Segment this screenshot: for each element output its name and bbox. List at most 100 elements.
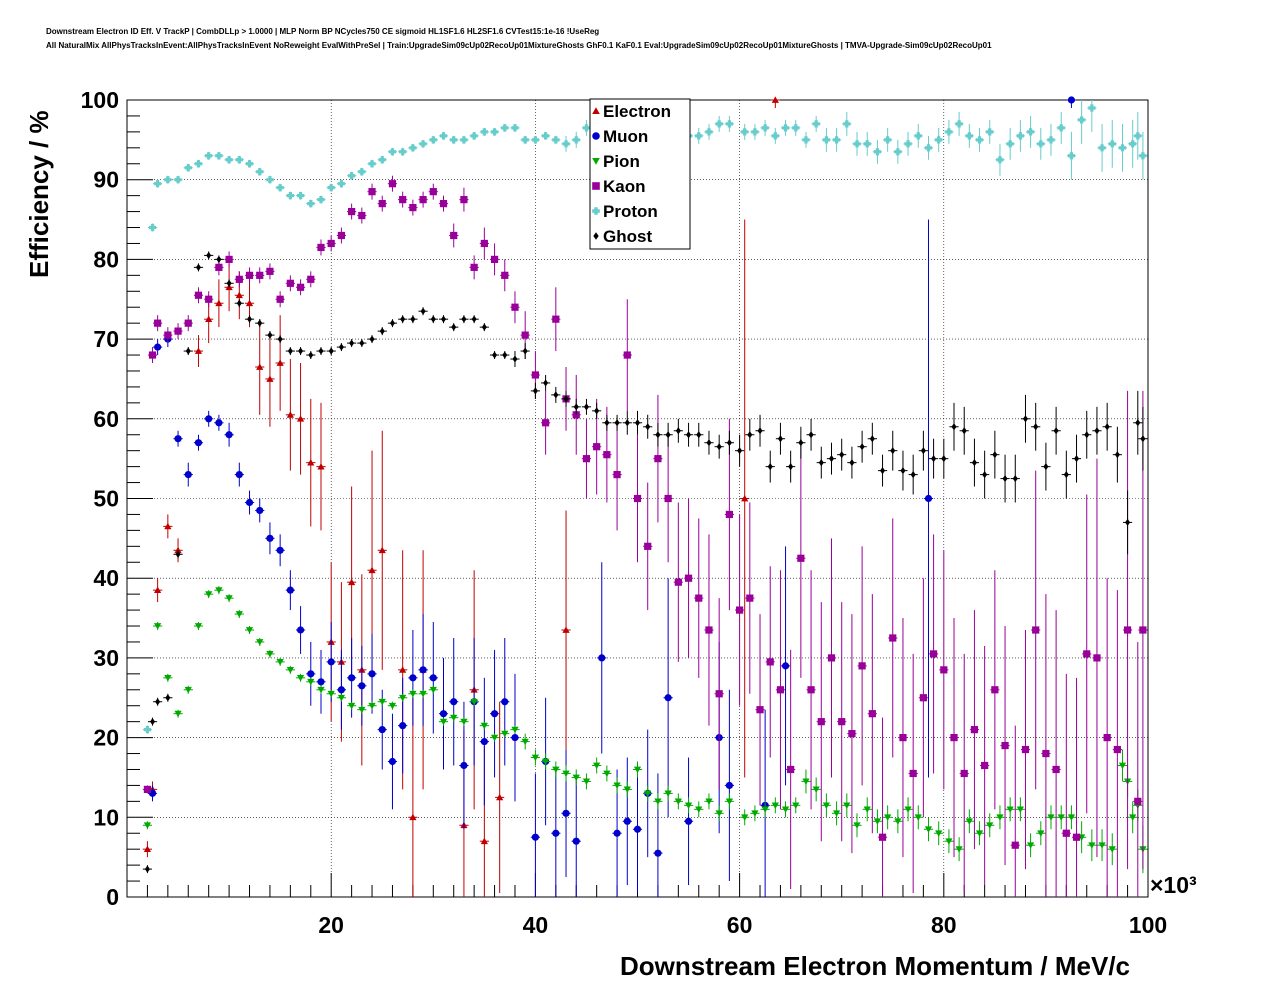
data-point [1135, 419, 1141, 427]
data-point [521, 738, 529, 746]
data-point [705, 798, 713, 805]
data-point [848, 730, 856, 738]
data-point [894, 148, 902, 156]
data-point [1084, 431, 1090, 439]
data-point [174, 176, 182, 184]
data-point [761, 806, 769, 813]
data-point [400, 315, 406, 323]
data-point [1114, 451, 1120, 459]
data-point [889, 634, 897, 642]
data-point [914, 814, 922, 821]
y-tick-label: 100 [81, 87, 119, 113]
data-point [399, 666, 407, 673]
data-point [1129, 814, 1137, 821]
data-point [1016, 132, 1024, 140]
data-point [450, 698, 458, 706]
data-point [798, 439, 804, 447]
data-point [788, 463, 794, 471]
x-axis-label: Downstream Electron Momentum / MeV/c [620, 951, 1130, 981]
data-point [337, 694, 346, 702]
data-point [286, 411, 294, 418]
data-point [1021, 745, 1030, 754]
data-point [388, 702, 397, 710]
data-point [235, 275, 243, 283]
legend-marker-kaon [592, 182, 600, 190]
data-point [613, 829, 621, 837]
data-point [318, 347, 324, 355]
data-point [378, 546, 386, 554]
data-point [143, 785, 152, 794]
data-point [654, 455, 662, 463]
data-point [593, 443, 601, 451]
data-point [184, 470, 192, 479]
data-point [761, 124, 769, 132]
data-point [388, 757, 397, 766]
data-point [165, 694, 171, 702]
data-point [150, 718, 156, 726]
data-point [521, 136, 529, 144]
data-point [996, 814, 1004, 821]
data-point [531, 754, 539, 762]
data-point [644, 542, 652, 550]
data-point [853, 822, 861, 829]
data-point [931, 455, 937, 463]
data-point [1016, 806, 1024, 813]
data-point [409, 203, 417, 212]
data-point [419, 140, 427, 148]
data-point [378, 200, 386, 208]
data-point [572, 136, 580, 144]
y-tick-label: 50 [93, 486, 119, 512]
legend-entry-muon: Muon [603, 127, 648, 146]
data-point [863, 140, 871, 148]
data-point [174, 546, 182, 554]
data-point [552, 136, 560, 144]
data-point [542, 419, 550, 427]
data-point [766, 658, 774, 666]
data-point [827, 654, 836, 662]
chart-title-line-2: All NaturalMix AllPhysTracksInEvent:AllP… [46, 41, 992, 50]
data-point [924, 826, 933, 833]
data-point [501, 271, 509, 279]
data-point [900, 467, 906, 475]
data-point [307, 275, 315, 283]
data-point [369, 335, 375, 343]
data-point [409, 674, 417, 682]
data-point [164, 176, 172, 184]
x-tick-label: 100 [1129, 912, 1167, 938]
data-point [337, 231, 346, 240]
data-point [572, 774, 580, 782]
data-point [1108, 140, 1116, 148]
data-point [992, 451, 998, 459]
data-point [909, 769, 917, 778]
data-point [512, 355, 518, 363]
data-point [741, 814, 749, 821]
data-point [807, 686, 815, 694]
data-point [1033, 423, 1039, 431]
data-point [511, 124, 519, 132]
data-point [399, 694, 407, 702]
data-point [562, 626, 570, 633]
data-point [154, 586, 162, 594]
data-point [348, 674, 356, 682]
data-point [664, 694, 672, 702]
data-point [975, 136, 984, 144]
data-point [531, 371, 539, 379]
data-point [674, 578, 682, 586]
data-point [471, 315, 477, 323]
data-point [358, 168, 366, 176]
legend-marker-muon [592, 132, 600, 140]
data-point [603, 451, 611, 459]
series-kaon [142, 175, 1148, 897]
data-point [348, 578, 356, 586]
data-point [501, 730, 509, 738]
data-point [884, 814, 892, 821]
data-point [746, 594, 754, 602]
data-point [460, 136, 468, 144]
data-point [695, 594, 703, 602]
data-point [194, 623, 203, 630]
y-tick-label: 90 [93, 167, 119, 193]
data-point [725, 120, 733, 128]
data-point [450, 714, 458, 722]
data-point [737, 447, 743, 455]
data-point [914, 132, 922, 140]
